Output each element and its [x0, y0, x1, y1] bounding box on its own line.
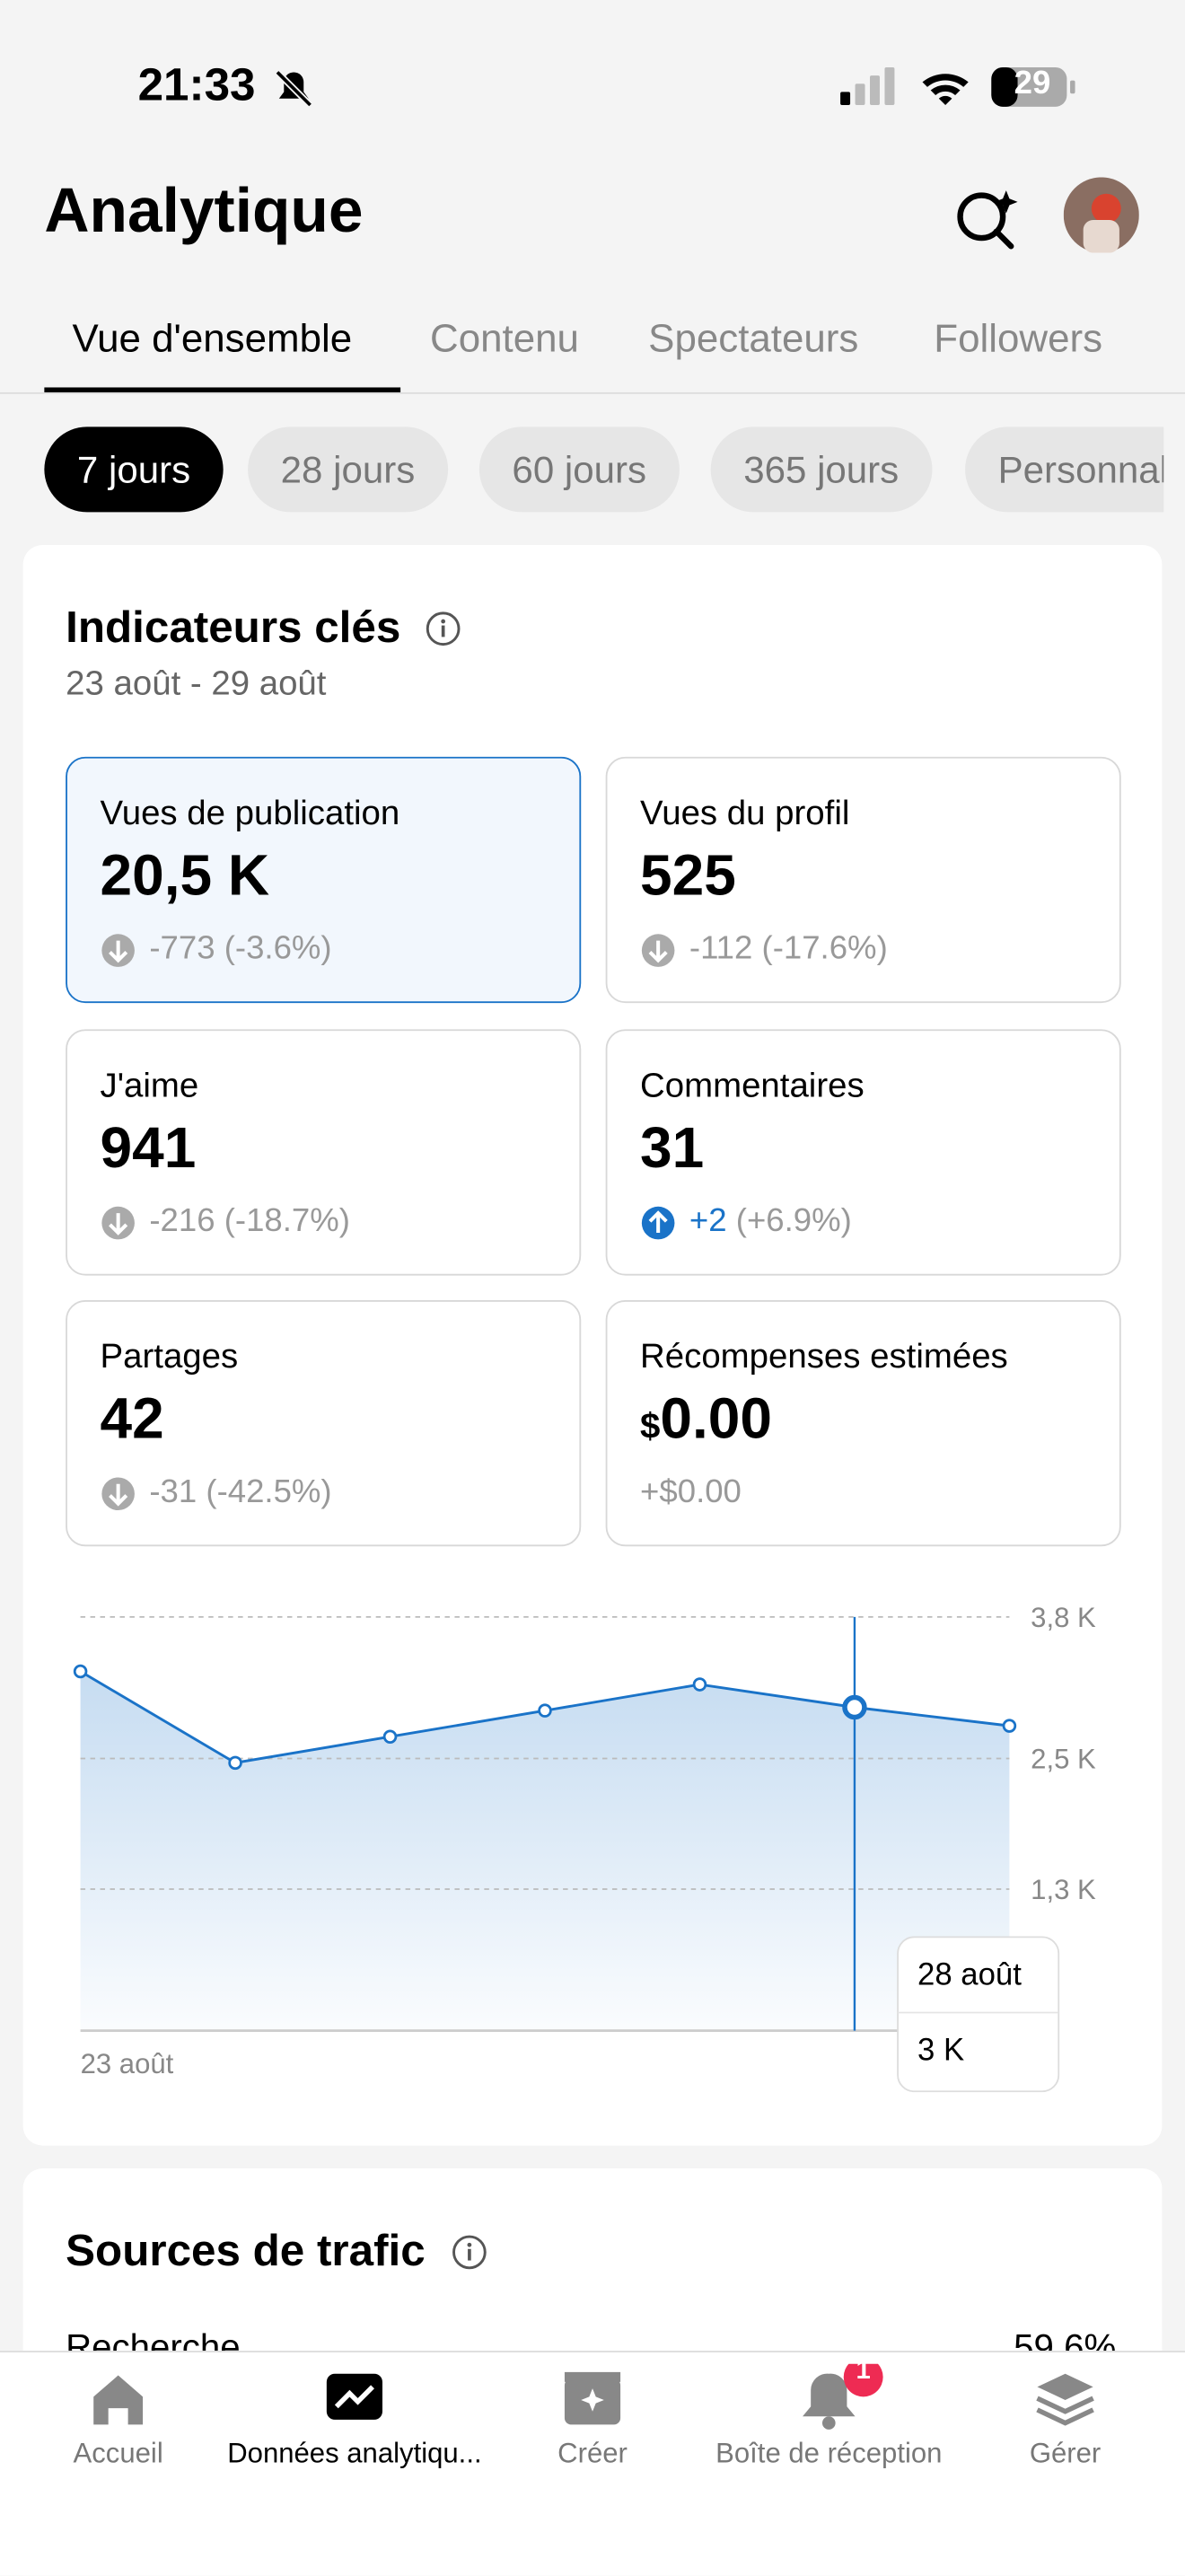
metric-label: Vues du profil — [640, 794, 850, 832]
value: 20,5 K — [100, 843, 270, 909]
nav-badge: 1 — [856, 2357, 871, 2386]
nav-icons — [93, 2363, 1094, 2430]
metric-card[interactable]: Partages 42 -31 (-42.5%) — [66, 1300, 582, 1547]
metric-change: +$0.00 — [640, 1474, 742, 1512]
tooltip — [897, 1936, 1060, 2093]
metric-value: 31 — [640, 1115, 704, 1181]
tab[interactable]: Contenu — [430, 316, 579, 362]
currency: $ — [640, 1405, 661, 1446]
tab[interactable]: Vue d'ensemble — [72, 316, 353, 362]
change: +2 — [689, 1202, 727, 1239]
period-pill[interactable]: 365 jours — [710, 426, 932, 513]
value: 0.00 — [660, 1386, 772, 1452]
tab[interactable]: Spectateurs — [648, 316, 859, 362]
change-pct: (-3.6%) — [224, 930, 332, 967]
metric-change: -31 (-42.5%) — [149, 1474, 331, 1512]
y-tick-label: 2,5 K — [1031, 1743, 1096, 1774]
point — [73, 1664, 88, 1679]
tab[interactable]: Followers — [934, 316, 1103, 362]
nav-item[interactable]: Données analytiqu... — [227, 2438, 482, 2469]
change: -773 — [149, 930, 215, 967]
trend-icon — [101, 1477, 135, 1511]
nav-item[interactable]: Accueil — [73, 2438, 163, 2469]
tooltip-value: 3 K — [917, 2034, 964, 2068]
trend-icon — [101, 934, 135, 967]
period-bar: 7 jours 28 jours 60 jours 365 jours Personna… — [0, 0, 1164, 541]
value: 525 — [640, 843, 736, 909]
metric-label: Récompenses estimées — [640, 1338, 1008, 1376]
value: 941 — [100, 1115, 197, 1180]
area — [80, 1671, 1010, 2031]
period-pill[interactable]: 7 jours — [44, 426, 224, 513]
tab-indicator — [44, 387, 401, 392]
y-tick-label: 3,8 K — [1031, 1602, 1096, 1633]
nav-item[interactable]: Créer — [557, 2438, 628, 2469]
trend-icon — [101, 1205, 135, 1239]
metric-card[interactable]: Commentaires 31 +2 (+6.9%) — [605, 1028, 1121, 1275]
mute-icon — [275, 69, 313, 108]
date-range: 23 août - 29 août — [66, 664, 327, 703]
change: -216 — [149, 1202, 215, 1239]
value: 42 — [100, 1386, 164, 1452]
point — [382, 1729, 398, 1745]
search-button[interactable] — [952, 184, 1021, 253]
point — [538, 1703, 552, 1718]
metric-value: 42 — [101, 1387, 164, 1453]
metric-card[interactable]: Récompenses estimées $0.00 +$0.00 — [605, 1300, 1121, 1547]
metric-label: J'aime — [100, 1066, 199, 1104]
nav-item[interactable]: Gérer — [1029, 2438, 1102, 2469]
info-icon[interactable] — [452, 2234, 487, 2270]
section-title: Sources de trafic — [66, 2226, 426, 2276]
metric-card[interactable]: Vues de publication 20,5 K -773 (-3.6%) — [66, 756, 582, 1004]
change: -31 — [149, 1473, 198, 1511]
period-pill[interactable]: 60 jours — [478, 426, 680, 513]
period-pill[interactable]: 28 jours — [248, 426, 448, 513]
metric-change: -216 (-18.7%) — [149, 1202, 350, 1240]
point — [228, 1755, 242, 1771]
x-tick-label: 23 août — [81, 2048, 174, 2079]
metric-label: Commentaires — [640, 1066, 865, 1104]
status-time: 21:33 — [137, 58, 256, 110]
metric-label: Partages — [100, 1338, 239, 1376]
metric-change: +2 (+6.9%) — [689, 1202, 852, 1240]
section-title: Indicateurs clés — [66, 602, 401, 652]
y-tick-label: 1,3 K — [1031, 1874, 1096, 1905]
avatar[interactable] — [1063, 177, 1139, 253]
value: 31 — [640, 1115, 705, 1180]
change-pct: (-18.7%) — [224, 1202, 350, 1239]
point — [692, 1677, 707, 1692]
change: +$0.00 — [640, 1473, 742, 1511]
divider — [0, 391, 1185, 394]
metric-value: 20,5 K — [101, 844, 270, 910]
trend-icon — [641, 934, 675, 967]
page-title: Analytique — [44, 177, 364, 247]
status-icons — [840, 66, 1075, 107]
tooltip-title: 28 août — [917, 1957, 1022, 1991]
point-highlight — [842, 1694, 867, 1720]
point — [1002, 1719, 1017, 1733]
change: -112 — [689, 930, 753, 967]
nav-item[interactable]: Boîte de réception — [715, 2438, 943, 2469]
period-pill[interactable]: Personnalisé — [965, 426, 1164, 513]
change-pct: (+6.9%) — [735, 1202, 852, 1239]
metric-value: 941 — [101, 1115, 197, 1181]
info-icon[interactable] — [426, 611, 461, 646]
battery-level: 29 — [1014, 66, 1051, 102]
change-pct: (-42.5%) — [206, 1473, 332, 1511]
metric-change: -112 (-17.6%) — [689, 931, 888, 969]
change-pct: (-17.6%) — [761, 930, 888, 967]
metric-label: Vues de publication — [100, 794, 400, 832]
trend-icon — [641, 1205, 675, 1239]
chart: 1,3 K 2,5 K 3,8 K 28 août 3 K 23 août — [73, 1602, 1096, 2093]
metric-value: 525 — [640, 844, 736, 910]
metric-change: -773 (-3.6%) — [149, 931, 331, 969]
metric-card[interactable]: Vues du profil 525 -112 (-17.6%) — [605, 756, 1121, 1004]
metric-value: $0.00 — [640, 1387, 772, 1453]
metric-card[interactable]: J'aime 941 -216 (-18.7%) — [66, 1028, 582, 1275]
